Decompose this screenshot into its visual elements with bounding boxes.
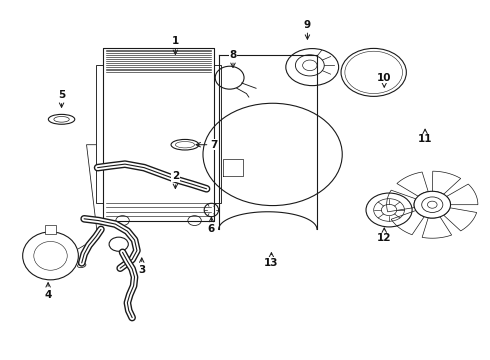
Polygon shape	[447, 184, 478, 205]
Text: 5: 5	[58, 90, 65, 107]
Text: 7: 7	[196, 140, 218, 150]
Text: 3: 3	[138, 258, 146, 275]
Text: 11: 11	[418, 129, 432, 144]
Text: 4: 4	[45, 283, 52, 300]
Text: 10: 10	[377, 73, 392, 87]
Polygon shape	[397, 172, 428, 196]
Polygon shape	[422, 217, 452, 238]
FancyBboxPatch shape	[214, 66, 221, 203]
Text: 6: 6	[208, 217, 215, 234]
FancyBboxPatch shape	[45, 225, 56, 234]
Polygon shape	[391, 211, 424, 235]
Polygon shape	[443, 208, 477, 231]
Text: 8: 8	[229, 50, 237, 67]
Text: 9: 9	[304, 20, 311, 39]
Text: 12: 12	[377, 228, 392, 243]
Text: 2: 2	[172, 171, 179, 189]
FancyBboxPatch shape	[96, 66, 103, 203]
Text: 13: 13	[264, 253, 279, 268]
Circle shape	[414, 191, 450, 218]
Polygon shape	[433, 171, 461, 194]
Polygon shape	[387, 190, 416, 212]
Text: 1: 1	[172, 36, 179, 54]
